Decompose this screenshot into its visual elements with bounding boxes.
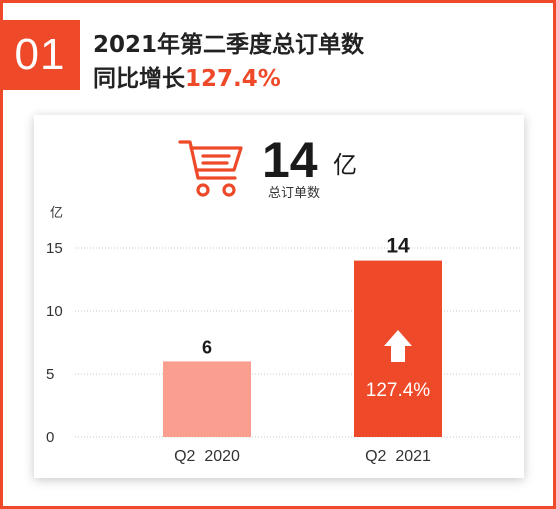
- total-orders-value: 14: [262, 132, 318, 188]
- x-tick-label: Q2 2021: [365, 448, 431, 465]
- y-tick-label: 0: [46, 429, 54, 446]
- total-orders-caption: 总订单数: [268, 186, 321, 201]
- y-tick-label: 15: [46, 240, 63, 257]
- bar-2020: [163, 361, 251, 437]
- headline-growth-rate: 127.4%: [185, 66, 281, 92]
- headline-line-2: 同比增长127.4%: [93, 62, 364, 96]
- headline-prefix: 同比增长: [93, 66, 185, 92]
- bar-value-label: 14: [386, 235, 410, 258]
- y-axis-unit-label: 亿: [50, 206, 63, 221]
- bar-value-label: 6: [202, 337, 212, 357]
- arrow-up-icon: [384, 330, 412, 362]
- growth-annotation: 127.4%: [366, 380, 431, 401]
- headline: 2021年第二季度总订单数 同比增长127.4%: [93, 28, 364, 96]
- shopping-cart-icon: [178, 140, 243, 197]
- total-orders-unit: 亿: [333, 151, 357, 179]
- section-number-badge: 01: [0, 20, 80, 90]
- x-tick-label: Q2 2020: [174, 448, 240, 465]
- headline-line-1: 2021年第二季度总订单数: [93, 32, 365, 58]
- y-tick-label: 5: [46, 366, 54, 383]
- y-tick-label: 10: [46, 303, 63, 320]
- chart-card: [34, 115, 524, 478]
